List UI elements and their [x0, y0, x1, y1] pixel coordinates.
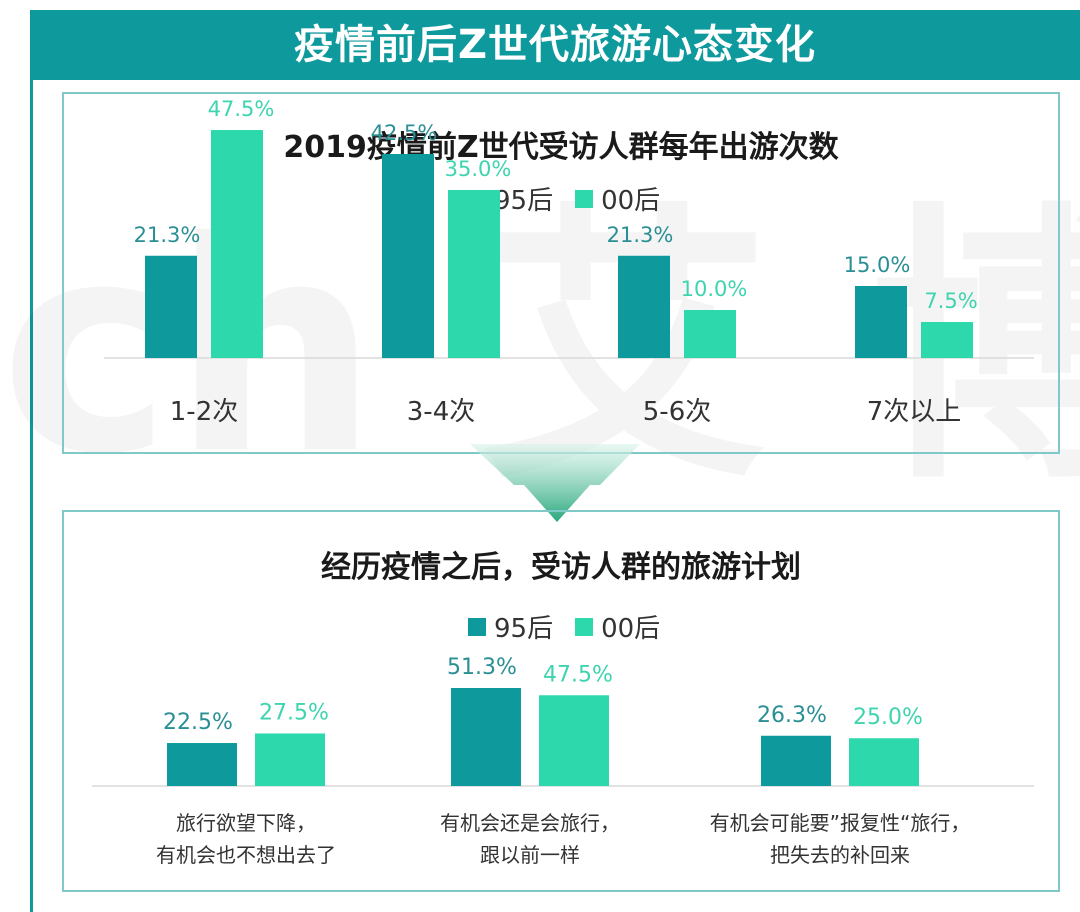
category-label-1: 跟以前一样 [480, 843, 580, 867]
chart-panel-2: 经历疫情之后，受访人群的旅游计划 95后 00后 22.5% 27.5% 旅行欲望下… [62, 510, 1060, 892]
bar-95-0 [167, 743, 237, 786]
bar-95-2 [618, 255, 670, 358]
data-label-95-1: 51.3% [447, 655, 517, 680]
data-label-00-0: 27.5% [259, 700, 329, 725]
legend-label-00: 00后 [601, 186, 661, 216]
chart-2-title: 经历疫情之后，受访人群的旅游计划 [321, 550, 801, 585]
category-label-0: 旅行欲望下降， [176, 811, 316, 835]
bar-00-1 [448, 190, 500, 358]
bar-95-1 [382, 154, 434, 358]
data-label-95-1: 42.5% [371, 121, 438, 145]
chart-1-svg: 21.3% 47.5% 1-2次 42.5% 35.0% 3-4次 21.3% 10.0% 5-… [104, 97, 1034, 427]
data-label-00-3: 7.5% [924, 289, 977, 313]
chart-2-svg: 22.5% 27.5% 旅行欲望下降， 有机会也不想出去了 51.3% 47.5% 有机会还… [92, 655, 1034, 867]
data-label-00-1: 35.0% [445, 157, 512, 181]
chart-2-legend: 95后 00后 [468, 608, 682, 645]
legend-item-00: 00后 [575, 608, 660, 645]
bar-00-1 [539, 695, 609, 786]
data-label-00-2: 10.0% [681, 277, 748, 301]
bar-00-0 [211, 130, 263, 358]
category-label-0: 1-2次 [170, 397, 238, 427]
chart-1-title: 2019疫情前Z世代受访人群每年出游次数 [283, 130, 839, 165]
legend-label-95: 95后 [494, 614, 554, 644]
bar-95-3 [855, 286, 907, 358]
legend-item-95: 95后 [468, 608, 553, 645]
data-label-95-0: 21.3% [134, 223, 201, 247]
legend-swatch-00 [575, 189, 594, 208]
legend-swatch-95 [468, 617, 486, 636]
data-label-95-2: 26.3% [757, 703, 827, 728]
bar-00-3 [921, 322, 973, 358]
category-label-3: 7次以上 [867, 397, 962, 427]
bar-00-0 [255, 733, 325, 786]
chart-panel-1: 2019疫情前Z世代受访人群每年出游次数 95后 00后 21.3% 47.5% 1… [62, 92, 1060, 454]
data-label-00-2: 25.0% [853, 705, 923, 730]
data-label-00-0: 47.5% [208, 97, 275, 121]
bar-95-1 [451, 688, 521, 786]
category-label-2: 把失去的补回来 [770, 843, 910, 867]
infographic-frame [30, 10, 1080, 912]
category-label-2: 5-6次 [643, 397, 711, 427]
bar-95-2 [761, 735, 831, 786]
bar-95-0 [145, 255, 197, 358]
data-label-95-0: 22.5% [163, 710, 233, 735]
data-label-00-1: 47.5% [543, 662, 613, 687]
bar-00-2 [849, 738, 919, 786]
legend-swatch-00 [575, 617, 594, 636]
banner-title: 疫情前后Z世代旅游心态变化 [30, 10, 1080, 80]
bar-00-2 [684, 310, 736, 358]
category-label-1: 3-4次 [407, 397, 475, 427]
data-label-95-3: 15.0% [844, 253, 911, 277]
data-label-95-2: 21.3% [607, 223, 674, 247]
chart-1-legend: 95后 00后 [468, 180, 682, 217]
legend-label-00: 00后 [601, 614, 661, 644]
legend-label-95: 95后 [494, 186, 554, 216]
legend-item-00: 00后 [575, 180, 660, 217]
category-label-0: 有机会也不想出去了 [156, 843, 336, 867]
category-label-1: 有机会还是会旅行， [440, 811, 620, 835]
category-label-2: 有机会可能要”报复性“旅行， [710, 811, 971, 835]
